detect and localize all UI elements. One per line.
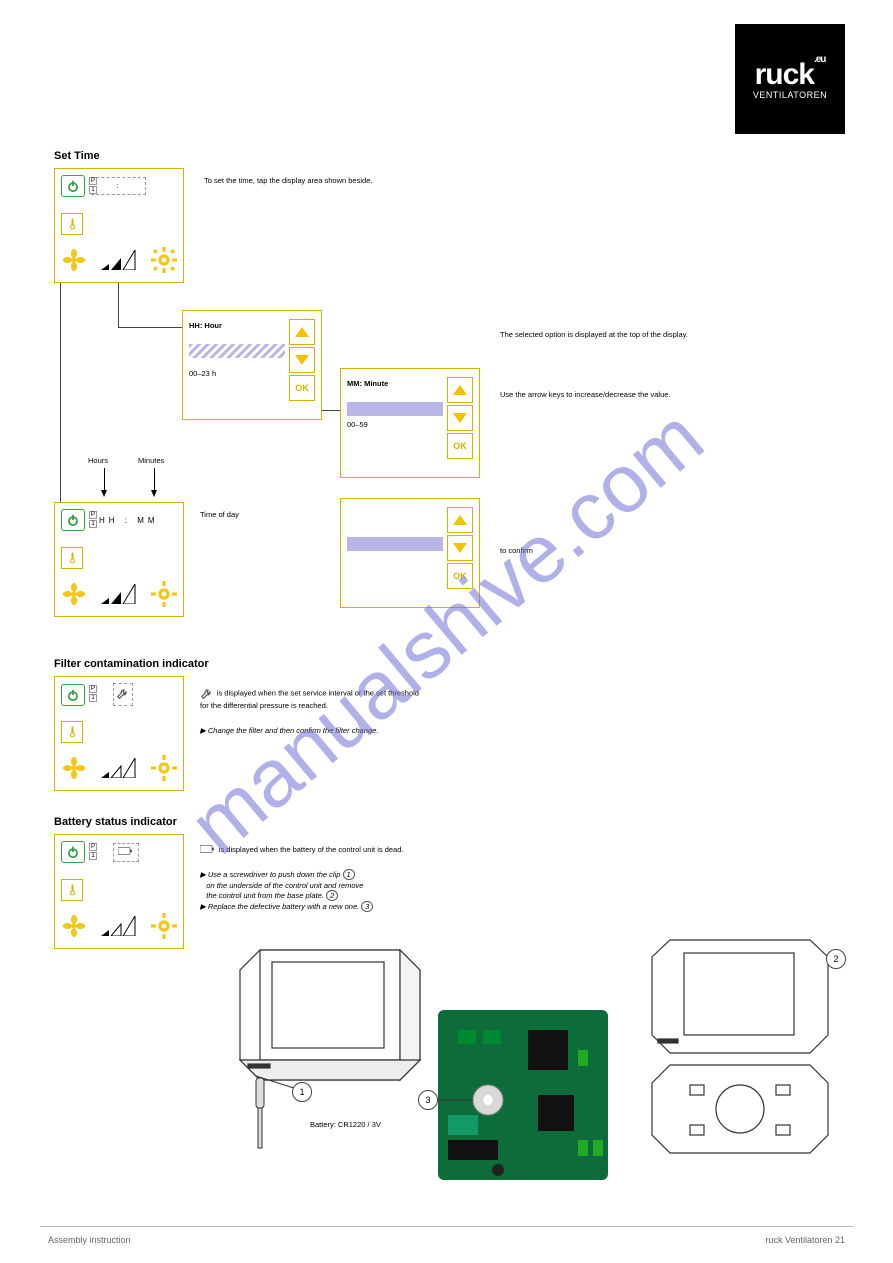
fan-icon[interactable] (61, 913, 87, 942)
illus-enclosure-front: 1 (200, 940, 430, 1150)
callout-a: 1 (343, 869, 355, 880)
marker-arrow (151, 490, 157, 497)
connector-line (322, 410, 340, 411)
ok-button[interactable]: OK (447, 433, 473, 459)
marker-arrow (101, 490, 107, 497)
illus-enclosure-exploded: 2 (640, 935, 840, 1165)
filter-note: is displayed when the set service interv… (200, 686, 720, 711)
speed-bars-icon[interactable] (101, 916, 137, 939)
gear-icon[interactable] (151, 581, 177, 610)
brand-subtitle: VENTILATOREN (753, 90, 827, 100)
connector-line (60, 283, 61, 503)
battery-spec: Battery: CR1220 / 3V (310, 1120, 420, 1129)
selector-intro: The selected option is displayed at the … (500, 330, 820, 339)
connector-line (118, 327, 182, 328)
screen-battery: P 1 (54, 834, 184, 949)
time-field[interactable]: ⠀⠀:⠀⠀ (91, 177, 146, 195)
status-1: 1 (89, 186, 97, 194)
callout-2: 2 (826, 949, 846, 969)
power-icon[interactable] (61, 175, 85, 197)
ok-desc: to confirm (500, 546, 650, 555)
arrow-desc: Use the arrow keys to increase/decrease … (500, 390, 750, 399)
gear-icon[interactable] (151, 913, 177, 942)
arrow-up-button[interactable] (447, 377, 473, 403)
battery-steps: ▶ Use a screwdriver to push down the cli… (200, 870, 760, 912)
screen-time-result: HH : MM P 1 (54, 502, 184, 617)
arrow-up-button[interactable] (447, 507, 473, 533)
footer-right: ruck Ventilatoren 21 (765, 1235, 845, 1245)
filter-title: Filter contamination indicator (54, 658, 209, 670)
fan-icon[interactable] (61, 247, 87, 276)
screen-main-time: ⠀⠀:⠀⠀ P 1 (54, 168, 184, 283)
wrench-indicator (113, 683, 133, 706)
speed-bars-icon[interactable] (101, 250, 137, 273)
time-label: Time of day (200, 510, 320, 519)
thermometer-icon[interactable] (61, 721, 83, 743)
thermometer-icon[interactable] (61, 879, 83, 901)
brand-logo: ruck.eu VENTILATOREN (735, 24, 845, 134)
connector-line (118, 283, 119, 327)
callout-c: 3 (361, 901, 373, 912)
status-p: P (89, 177, 97, 185)
brand-name: ruck (755, 58, 814, 91)
filter-note-line1: is displayed when the set service interv… (217, 689, 419, 698)
ok-button[interactable]: OK (447, 563, 473, 589)
screen-select-confirm: OK (340, 498, 480, 608)
selector-range: 00–59 (347, 420, 443, 429)
status-p: P (89, 843, 97, 851)
callout-3: 3 (418, 1090, 438, 1110)
arrow-down-button[interactable] (447, 535, 473, 561)
thermometer-icon[interactable] (61, 547, 83, 569)
ok-button[interactable]: OK (289, 375, 315, 401)
arrow-up-button[interactable] (289, 319, 315, 345)
fan-icon[interactable] (61, 755, 87, 784)
minutes-label: Minutes (138, 456, 164, 465)
screen-select-minute: MM: Minute 00–59 OK (340, 368, 480, 478)
set-time-title: Set Time (54, 150, 100, 162)
battery-indicator (113, 843, 139, 862)
status-1: 1 (89, 520, 97, 528)
callout-1: 1 (292, 1082, 312, 1102)
time-display: HH : MM (99, 516, 159, 525)
fan-icon[interactable] (61, 581, 87, 610)
speed-bars-icon[interactable] (101, 758, 137, 781)
footer-left: Assembly instruction (48, 1235, 131, 1245)
status-1: 1 (89, 694, 97, 702)
filter-action: ▶ Change the filter and then confirm the… (200, 726, 720, 735)
screen-filter: P 1 (54, 676, 184, 791)
selector-title: HH: Hour (189, 321, 285, 330)
speed-bars-icon[interactable] (101, 584, 137, 607)
status-p: P (89, 511, 97, 519)
battery-intro: is displayed when the battery of the con… (219, 845, 404, 854)
power-icon[interactable] (61, 509, 85, 531)
footer-rule (40, 1226, 853, 1227)
selector-title: MM: Minute (347, 379, 443, 388)
battery-intro-row: is displayed when the battery of the con… (200, 844, 760, 855)
brand-tld: .eu (814, 54, 825, 65)
status-1: 1 (89, 852, 97, 860)
hours-label: Hours (88, 456, 108, 465)
illus-pcb: 3 (428, 1000, 618, 1190)
selector-range: 00–23 h (189, 369, 285, 378)
screen-select-hour: HH: Hour 00–23 h OK (182, 310, 322, 420)
marker-line (154, 468, 155, 492)
marker-line (104, 468, 105, 492)
power-icon[interactable] (61, 684, 85, 706)
thermometer-icon[interactable] (61, 213, 83, 235)
filter-note-line2: for the differential pressure is reached… (200, 701, 328, 710)
gear-icon[interactable] (151, 755, 177, 784)
power-icon[interactable] (61, 841, 85, 863)
gear-icon[interactable] (151, 247, 177, 276)
callout-b: 2 (326, 890, 338, 901)
set-time-subtext: To set the time, tap the display area sh… (204, 176, 464, 185)
arrow-down-button[interactable] (447, 405, 473, 431)
status-p: P (89, 685, 97, 693)
battery-title: Battery status indicator (54, 816, 177, 828)
arrow-down-button[interactable] (289, 347, 315, 373)
